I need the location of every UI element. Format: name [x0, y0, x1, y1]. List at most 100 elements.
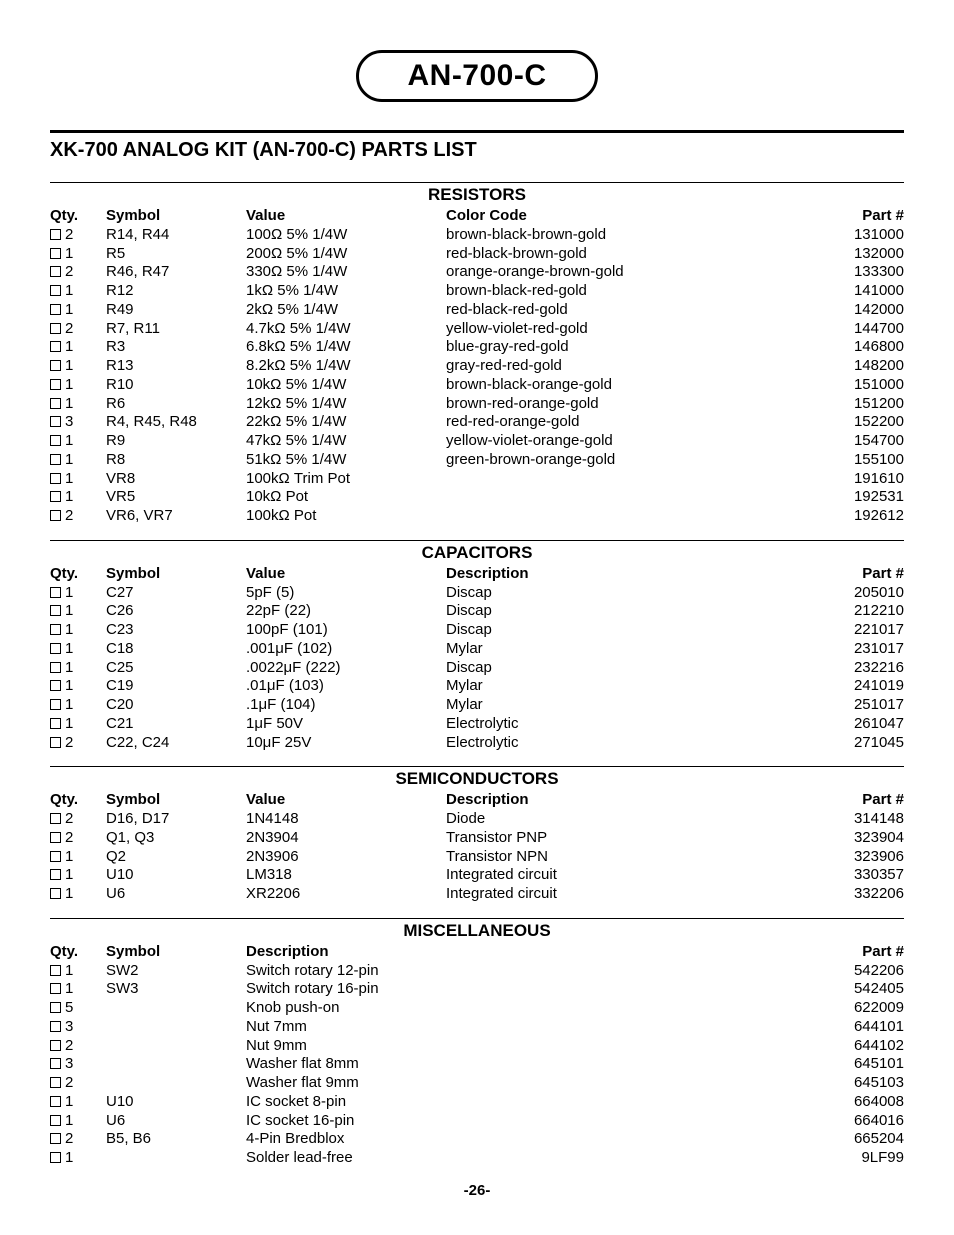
qty-checkbox[interactable]: [50, 737, 61, 748]
cell-qty: 1: [50, 338, 106, 357]
qty-checkbox[interactable]: [50, 323, 61, 334]
table-row: 1U6XR2206Integrated circuit332206: [50, 885, 904, 904]
qty-checkbox[interactable]: [50, 680, 61, 691]
qty-checkbox[interactable]: [50, 473, 61, 484]
section: RESISTORSQty.SymbolValueColor CodePart #…: [50, 182, 904, 526]
cell-description: [446, 1112, 824, 1131]
qty-checkbox[interactable]: [50, 285, 61, 296]
col-qty-header: Qty.: [50, 207, 106, 226]
qty-checkbox[interactable]: [50, 983, 61, 994]
cell-part-number: 251017: [824, 696, 904, 715]
table-row: 5Knob push-on622009: [50, 999, 904, 1018]
cell-value: 100kΩ Pot: [246, 507, 446, 526]
qty-checkbox[interactable]: [50, 605, 61, 616]
qty-number: 2: [65, 263, 73, 282]
qty-checkbox[interactable]: [50, 1002, 61, 1013]
cell-part-number: 155100: [824, 451, 904, 470]
qty-checkbox[interactable]: [50, 379, 61, 390]
qty-checkbox[interactable]: [50, 699, 61, 710]
section-rule: [50, 766, 904, 767]
qty-checkbox[interactable]: [50, 1040, 61, 1051]
cell-description: Diode: [446, 810, 824, 829]
qty-checkbox[interactable]: [50, 1115, 61, 1126]
cell-symbol: C27: [106, 584, 246, 603]
qty-checkbox[interactable]: [50, 1133, 61, 1144]
qty-checkbox[interactable]: [50, 398, 61, 409]
qty-checkbox[interactable]: [50, 510, 61, 521]
cell-description: [446, 1018, 824, 1037]
qty-checkbox[interactable]: [50, 304, 61, 315]
qty-number: 2: [65, 829, 73, 848]
cell-value: 22pF (22): [246, 602, 446, 621]
cell-part-number: 231017: [824, 640, 904, 659]
cell-symbol: D16, D17: [106, 810, 246, 829]
qty-number: 1: [65, 282, 73, 301]
qty-checkbox[interactable]: [50, 266, 61, 277]
cell-qty: 1: [50, 282, 106, 301]
qty-number: 1: [65, 885, 73, 904]
cell-part-number: 132000: [824, 245, 904, 264]
qty-number: 2: [65, 320, 73, 339]
cell-part-number: 151000: [824, 376, 904, 395]
cell-part-number: 664008: [824, 1093, 904, 1112]
cell-value: Solder lead-free: [246, 1149, 446, 1168]
cell-value: 100pF (101): [246, 621, 446, 640]
qty-checkbox[interactable]: [50, 1077, 61, 1088]
cell-qty: 1: [50, 584, 106, 603]
col-symbol-header: Symbol: [106, 791, 246, 810]
cell-qty: 1: [50, 357, 106, 376]
qty-checkbox[interactable]: [50, 416, 61, 427]
section-heading: MISCELLANEOUS: [50, 921, 904, 941]
cell-qty: 1: [50, 245, 106, 264]
cell-description: [446, 1074, 824, 1093]
cell-qty: 2: [50, 734, 106, 753]
qty-number: 1: [65, 357, 73, 376]
qty-checkbox[interactable]: [50, 965, 61, 976]
cell-symbol: R13: [106, 357, 246, 376]
qty-number: 1: [65, 395, 73, 414]
cell-value: Switch rotary 12-pin: [246, 962, 446, 981]
qty-checkbox[interactable]: [50, 888, 61, 899]
section-heading: CAPACITORS: [50, 543, 904, 563]
qty-checkbox[interactable]: [50, 248, 61, 259]
qty-checkbox[interactable]: [50, 435, 61, 446]
cell-symbol: R9: [106, 432, 246, 451]
qty-number: 1: [65, 640, 73, 659]
qty-checkbox[interactable]: [50, 662, 61, 673]
qty-checkbox[interactable]: [50, 491, 61, 502]
qty-checkbox[interactable]: [50, 1096, 61, 1107]
qty-checkbox[interactable]: [50, 229, 61, 240]
cell-description: Transistor PNP: [446, 829, 824, 848]
qty-number: 2: [65, 734, 73, 753]
table-row: 1SW3Switch rotary 16-pin542405: [50, 980, 904, 999]
qty-checkbox[interactable]: [50, 1021, 61, 1032]
qty-checkbox[interactable]: [50, 851, 61, 862]
qty-checkbox[interactable]: [50, 813, 61, 824]
cell-description: yellow-violet-red-gold: [446, 320, 824, 339]
qty-checkbox[interactable]: [50, 1058, 61, 1069]
qty-checkbox[interactable]: [50, 360, 61, 371]
qty-checkbox[interactable]: [50, 587, 61, 598]
qty-checkbox[interactable]: [50, 341, 61, 352]
cell-description: orange-orange-brown-gold: [446, 263, 824, 282]
qty-number: 1: [65, 470, 73, 489]
qty-checkbox[interactable]: [50, 869, 61, 880]
qty-checkbox[interactable]: [50, 624, 61, 635]
cell-part-number: 192612: [824, 507, 904, 526]
qty-checkbox[interactable]: [50, 718, 61, 729]
table-row: 3Washer flat 8mm645101: [50, 1055, 904, 1074]
cell-value: 10kΩ Pot: [246, 488, 446, 507]
table-row: 1R138.2kΩ 5% 1/4Wgray-red-red-gold148200: [50, 357, 904, 376]
cell-description: [446, 507, 824, 526]
qty-checkbox[interactable]: [50, 454, 61, 465]
qty-checkbox[interactable]: [50, 1152, 61, 1163]
qty-number: 1: [65, 584, 73, 603]
cell-value: 330Ω 5% 1/4W: [246, 263, 446, 282]
qty-checkbox[interactable]: [50, 643, 61, 654]
table-row: 1C18.001μF (102)Mylar231017: [50, 640, 904, 659]
cell-value: 100Ω 5% 1/4W: [246, 226, 446, 245]
qty-checkbox[interactable]: [50, 832, 61, 843]
cell-part-number: 205010: [824, 584, 904, 603]
cell-qty: 1: [50, 1149, 106, 1168]
cell-description: blue-gray-red-gold: [446, 338, 824, 357]
